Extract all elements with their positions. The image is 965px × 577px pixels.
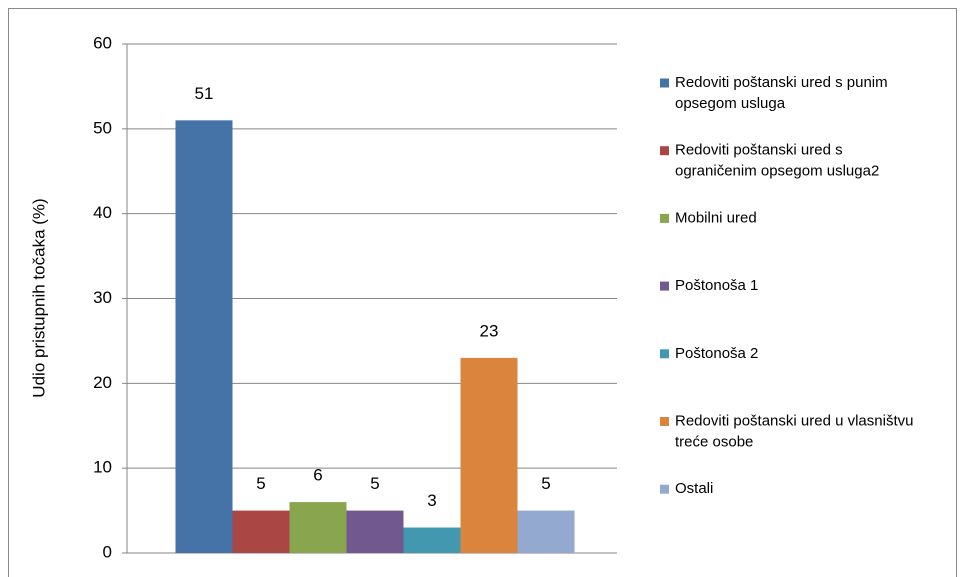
bar (517, 510, 575, 553)
data-label: 5 (256, 474, 265, 493)
legend-swatch (660, 146, 669, 156)
bar (460, 357, 518, 553)
data-label: 5 (370, 474, 379, 493)
data-label: 51 (195, 84, 214, 103)
y-tick-label: 40 (93, 203, 112, 222)
legend-label: Redoviti poštanski ured u vlasništvu tre… (675, 412, 918, 450)
legend-label: Redoviti poštanski ured s punim opsegom … (675, 74, 892, 112)
data-label: 23 (480, 321, 499, 340)
bar (289, 502, 347, 553)
data-label: 6 (313, 466, 322, 485)
bar (403, 527, 461, 553)
legend-label: Mobilni ured (675, 209, 757, 226)
legend-label: Poštonoša 1 (675, 277, 758, 294)
data-label: 5 (541, 474, 550, 493)
y-tick-label: 30 (93, 288, 112, 307)
y-tick-label: 20 (93, 373, 112, 392)
legend-label: Redoviti poštanski ured s ograničenim op… (675, 142, 879, 180)
y-tick-label: 60 (93, 33, 112, 52)
legend-label: Ostali (675, 480, 713, 497)
legend-swatch (660, 417, 669, 426)
y-tick-label: 0 (103, 542, 112, 561)
data-label: 3 (427, 491, 436, 510)
legend-swatch (660, 281, 669, 291)
bar (232, 510, 290, 553)
y-tick-label: 50 (93, 118, 112, 137)
legend-swatch (660, 484, 669, 494)
legend-label: Poštonoša 2 (675, 345, 758, 362)
legend-swatch (660, 78, 669, 88)
chart-border (8, 8, 957, 577)
legend-swatch (660, 213, 669, 223)
y-tick-label: 10 (93, 458, 112, 477)
y-axis-label: Udio pristupnih točaka (%) (29, 198, 48, 397)
bar (346, 510, 404, 553)
bar (175, 120, 233, 553)
legend-swatch (660, 349, 669, 359)
